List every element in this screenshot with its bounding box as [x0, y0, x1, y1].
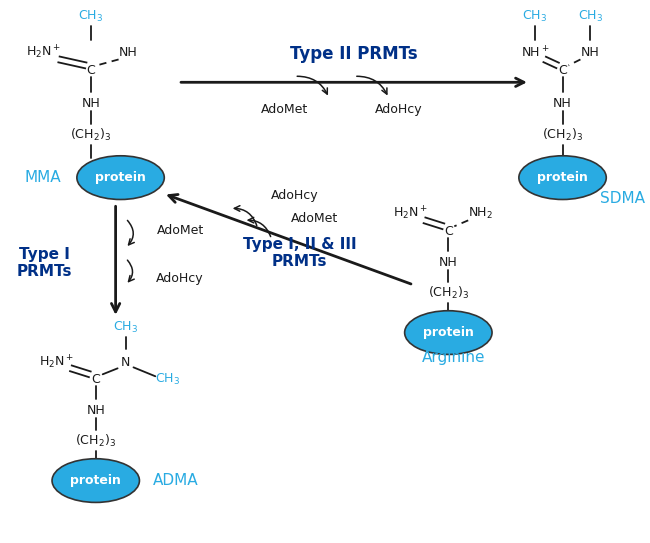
Text: protein: protein: [537, 171, 588, 184]
Text: H$_2$N$^+$: H$_2$N$^+$: [38, 353, 73, 371]
Text: NH: NH: [86, 403, 105, 416]
Text: Type I, II & III
PRMTs: Type I, II & III PRMTs: [242, 237, 356, 269]
Text: (CH$_2$)$_3$: (CH$_2$)$_3$: [428, 285, 469, 301]
Text: N: N: [121, 356, 130, 369]
Text: SDMA: SDMA: [600, 191, 645, 206]
Ellipse shape: [519, 156, 606, 199]
Text: Type II PRMTs: Type II PRMTs: [290, 46, 418, 64]
Text: protein: protein: [70, 474, 121, 487]
Text: C: C: [92, 372, 100, 386]
Text: NH: NH: [119, 46, 138, 59]
Text: Arginine: Arginine: [422, 350, 485, 365]
Text: Type I
PRMTs: Type I PRMTs: [16, 247, 72, 279]
Text: AdoHcy: AdoHcy: [157, 273, 204, 286]
Text: NH: NH: [581, 46, 600, 59]
Text: protein: protein: [423, 326, 474, 339]
Text: CH$_3$: CH$_3$: [578, 9, 603, 24]
Text: C: C: [558, 64, 567, 77]
Text: H$_2$N$^+$: H$_2$N$^+$: [393, 205, 428, 222]
Text: AdoHcy: AdoHcy: [270, 189, 318, 202]
Ellipse shape: [405, 311, 492, 355]
Text: NH: NH: [553, 97, 572, 110]
Text: CH$_3$: CH$_3$: [113, 320, 138, 335]
Text: CH$_3$: CH$_3$: [155, 372, 180, 387]
Text: C: C: [444, 225, 452, 238]
Text: NH$_2$: NH$_2$: [467, 206, 493, 221]
Text: C: C: [86, 64, 95, 77]
Text: NH$^+$: NH$^+$: [521, 45, 549, 60]
Text: AdoMet: AdoMet: [261, 103, 308, 116]
Text: AdoMet: AdoMet: [291, 212, 338, 225]
Text: CH$_3$: CH$_3$: [78, 9, 103, 24]
Ellipse shape: [77, 156, 164, 199]
Text: AdoHcy: AdoHcy: [375, 103, 422, 116]
Ellipse shape: [52, 459, 140, 502]
Text: NH: NH: [439, 256, 458, 269]
Text: AdoMet: AdoMet: [157, 224, 204, 237]
Text: (CH$_2$)$_3$: (CH$_2$)$_3$: [542, 127, 583, 143]
Text: protein: protein: [95, 171, 146, 184]
Text: (CH$_2$)$_3$: (CH$_2$)$_3$: [75, 433, 116, 449]
Text: CH$_3$: CH$_3$: [522, 9, 547, 24]
Text: NH: NH: [81, 97, 100, 110]
Text: MMA: MMA: [25, 170, 61, 185]
Text: (CH$_2$)$_3$: (CH$_2$)$_3$: [70, 127, 111, 143]
Text: H$_2$N$^+$: H$_2$N$^+$: [25, 44, 60, 61]
Text: ADMA: ADMA: [152, 473, 198, 488]
